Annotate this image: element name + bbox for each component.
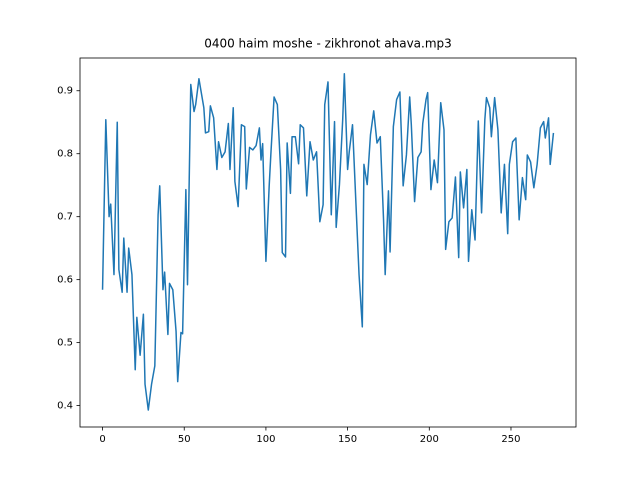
y-tick-label: 0.9 (57, 86, 73, 97)
x-tick-label: 250 (501, 434, 520, 445)
y-tick-label: 0.5 (57, 338, 73, 349)
y-tick-label: 0.7 (57, 212, 73, 223)
x-tick-label: 150 (338, 434, 357, 445)
x-tick-label: 200 (420, 434, 439, 445)
x-tick-label: 0 (99, 434, 105, 445)
x-tick-label: 50 (178, 434, 191, 445)
axes-frame (79, 57, 577, 428)
y-tick-label: 0.8 (57, 149, 73, 160)
y-tick-label: 0.4 (57, 401, 73, 412)
chart-title: 0400 haim moshe - zikhronot ahava.mp3 (204, 37, 452, 51)
y-tick-label: 0.6 (57, 275, 73, 286)
data-line (101, 72, 555, 411)
x-tick-label: 100 (256, 434, 275, 445)
